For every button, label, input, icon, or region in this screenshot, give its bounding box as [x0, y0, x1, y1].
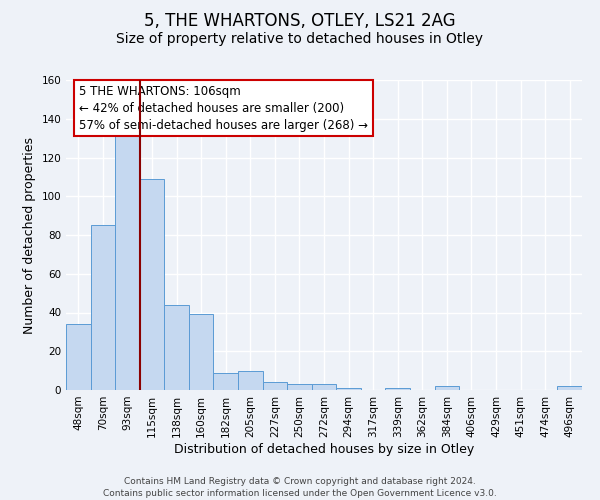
- Y-axis label: Number of detached properties: Number of detached properties: [23, 136, 36, 334]
- Bar: [385, 388, 410, 390]
- Bar: [263, 382, 287, 390]
- Bar: [140, 179, 164, 390]
- Bar: [312, 384, 336, 390]
- Bar: [66, 324, 91, 390]
- Bar: [434, 386, 459, 390]
- Bar: [287, 384, 312, 390]
- Text: 5 THE WHARTONS: 106sqm
← 42% of detached houses are smaller (200)
57% of semi-de: 5 THE WHARTONS: 106sqm ← 42% of detached…: [79, 84, 368, 132]
- Text: 5, THE WHARTONS, OTLEY, LS21 2AG: 5, THE WHARTONS, OTLEY, LS21 2AG: [144, 12, 456, 30]
- Bar: [336, 388, 361, 390]
- Bar: [115, 136, 140, 390]
- Bar: [557, 386, 582, 390]
- Bar: [189, 314, 214, 390]
- Bar: [238, 370, 263, 390]
- Text: Size of property relative to detached houses in Otley: Size of property relative to detached ho…: [116, 32, 484, 46]
- Bar: [214, 372, 238, 390]
- X-axis label: Distribution of detached houses by size in Otley: Distribution of detached houses by size …: [174, 442, 474, 456]
- Text: Contains HM Land Registry data © Crown copyright and database right 2024.
Contai: Contains HM Land Registry data © Crown c…: [103, 476, 497, 498]
- Bar: [164, 304, 189, 390]
- Bar: [91, 226, 115, 390]
